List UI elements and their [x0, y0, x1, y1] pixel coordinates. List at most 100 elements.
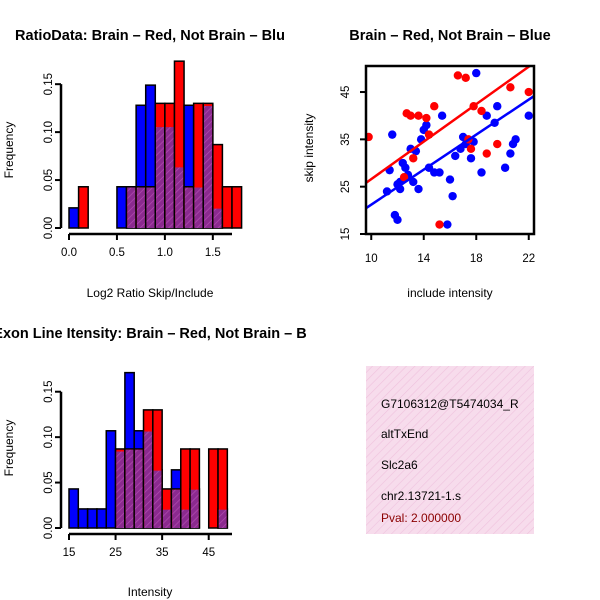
scatter-point-red-2 [406, 111, 415, 120]
scatter-point-blue-39 [511, 135, 520, 144]
scatter-point-red-16 [506, 83, 515, 92]
ratio-histogram-ylabel: Frequency [2, 122, 16, 179]
intensity-x-tick-label-2: 35 [156, 547, 169, 559]
scatter-point-red-0 [366, 132, 373, 142]
intensity-y-tick-label-0: 0.00 [43, 517, 55, 539]
intensity-y-tick-label-2: 0.10 [43, 426, 55, 448]
location-label: chr2.13721-1.s [381, 489, 461, 503]
scatter-y-tick-label-3: 45 [340, 86, 352, 99]
scatter-point-blue-37 [506, 149, 515, 158]
scatter-fit-line-red [366, 66, 532, 184]
intensity-bar-overlap-13 [190, 489, 199, 528]
intensity-bar-overlap-6 [125, 449, 134, 528]
intensity-histogram-ylabel: Frequency [2, 420, 16, 477]
intensity-bar-overlap-8 [144, 431, 153, 528]
ratio-bar-red-17 [231, 186, 243, 229]
scatter-title: Brain – Red, Not Brain – Blue [349, 28, 550, 44]
scatter-point-blue-2 [388, 130, 397, 139]
ratio-histogram-title: RatioData: Brain – Red, Not Brain – Blu [15, 28, 285, 44]
intensity-bar-overlap-11 [172, 489, 181, 528]
event-type-label: altTxEnd [381, 427, 428, 441]
scatter-point-blue-4 [393, 215, 402, 225]
scatter-point-blue-24 [448, 191, 457, 201]
intensity-y-tick-label-1: 0.05 [43, 471, 55, 493]
scatter-point-red-3 [414, 111, 423, 120]
scatter-x-tick-label-0: 10 [365, 253, 378, 265]
intensity-bar-blue-2 [86, 508, 98, 529]
intensity-bar-overlap-16 [218, 509, 227, 528]
ratio-bar-overlap-10 [165, 127, 174, 228]
scatter-point-blue-17 [422, 120, 431, 130]
scatter-point-red-13 [477, 106, 486, 116]
intensity-bar-overlap-9 [153, 470, 162, 528]
scatter-point-blue-35 [493, 102, 502, 111]
ratio-y-tick-label-0: 0.00 [43, 217, 55, 239]
scatter-point-blue-12 [409, 177, 418, 187]
ratio-bar-overlap-9 [156, 127, 165, 228]
ratio-y-tick-label-1: 0.05 [43, 169, 55, 191]
info-panel: G7106312@T5474034_R altTxEnd Slc2a6 chr2… [366, 366, 534, 534]
intensity-bar-red-15 [207, 448, 219, 529]
scatter-point-blue-20 [435, 168, 444, 177]
intensity-x-tick-label-3: 45 [202, 547, 215, 559]
ratio-x-tick-label-3: 1.5 [205, 247, 221, 259]
scatter-point-blue-32 [477, 168, 486, 177]
scatter-point-red-9 [461, 73, 470, 83]
intensity-bar-overlap-12 [181, 509, 190, 528]
intensity-scatter: Brain – Red, Not Brain – Blue include in… [302, 28, 551, 300]
ratio-x-tick-label-2: 1.0 [157, 247, 173, 259]
ratio-bar-overlap-14 [203, 106, 213, 228]
ratio-bar-overlap-6 [127, 187, 136, 228]
ratio-bar-overlap-15 [213, 208, 222, 228]
pval-label: Pval: 2.000000 [381, 511, 461, 525]
ratio-bar-overlap-12 [184, 187, 193, 228]
intensity-histogram-xlabel: Intensity [128, 585, 173, 599]
intensity-x-tick-label-1: 25 [109, 547, 122, 559]
scatter-point-red-14 [482, 149, 491, 158]
scatter-point-red-15 [493, 139, 502, 149]
ratio-bar-red-16 [221, 186, 233, 229]
intensity-bar-blue-4 [105, 430, 117, 529]
event-id-label: G7106312@T5474034_R [381, 397, 519, 411]
ratio-x-tick-label-0: 0.0 [61, 247, 77, 259]
ratio-histogram: RatioData: Brain – Red, Not Brain – Blu … [2, 28, 285, 300]
scatter-xlabel: include intensity [407, 286, 492, 300]
scatter-x-tick-label-1: 14 [417, 253, 430, 265]
scatter-fit-line-blue [366, 95, 534, 210]
scatter-point-red-6 [430, 102, 439, 111]
scatter-point-blue-14 [414, 184, 423, 194]
scatter-point-red-12 [466, 144, 476, 154]
scatter-point-red-18 [409, 154, 418, 163]
scatter-ylabel: skip intensity [302, 114, 316, 183]
ratio-bar-overlap-11 [175, 167, 184, 228]
intensity-bar-overlap-5 [116, 451, 125, 528]
intensity-bar-blue-0 [68, 488, 80, 529]
scatter-y-tick-label-0: 15 [340, 228, 352, 241]
scatter-point-blue-29 [466, 154, 476, 163]
ratio-y-tick-label-3: 0.15 [43, 73, 55, 95]
ratio-bar-overlap-13 [194, 187, 203, 228]
scatter-frame [364, 64, 536, 236]
scatter-y-tick-label-2: 35 [340, 133, 352, 146]
scatter-x-tick-label-2: 18 [470, 253, 483, 265]
ratio-bar-red-1 [77, 186, 89, 229]
intensity-bar-blue-3 [96, 508, 108, 529]
scatter-x-tick-label-3: 22 [522, 253, 535, 265]
ratio-bar-overlap-8 [146, 187, 155, 228]
ratio-x-tick-label-1: 0.5 [109, 247, 125, 259]
intensity-x-tick-label-0: 15 [63, 547, 76, 559]
scatter-point-red-17 [524, 87, 533, 97]
scatter-point-red-8 [453, 71, 463, 80]
ratio-histogram-xlabel: Log2 Ratio Skip/Include [87, 286, 214, 300]
scatter-point-blue-9 [401, 163, 410, 172]
intensity-histogram-title: Exon Line Itensity: Brain – Red, Not Bra… [0, 326, 307, 342]
scatter-point-red-7 [435, 220, 444, 229]
ratio-y-tick-label-2: 0.10 [43, 121, 55, 143]
scatter-point-blue-22 [443, 220, 452, 229]
intensity-y-tick-label-3: 0.15 [43, 381, 55, 403]
scatter-plot-area [366, 66, 534, 229]
scatter-y-tick-label-1: 25 [340, 180, 352, 193]
ratio-bar-blue-0 [68, 207, 80, 229]
scatter-point-blue-23 [445, 175, 455, 184]
